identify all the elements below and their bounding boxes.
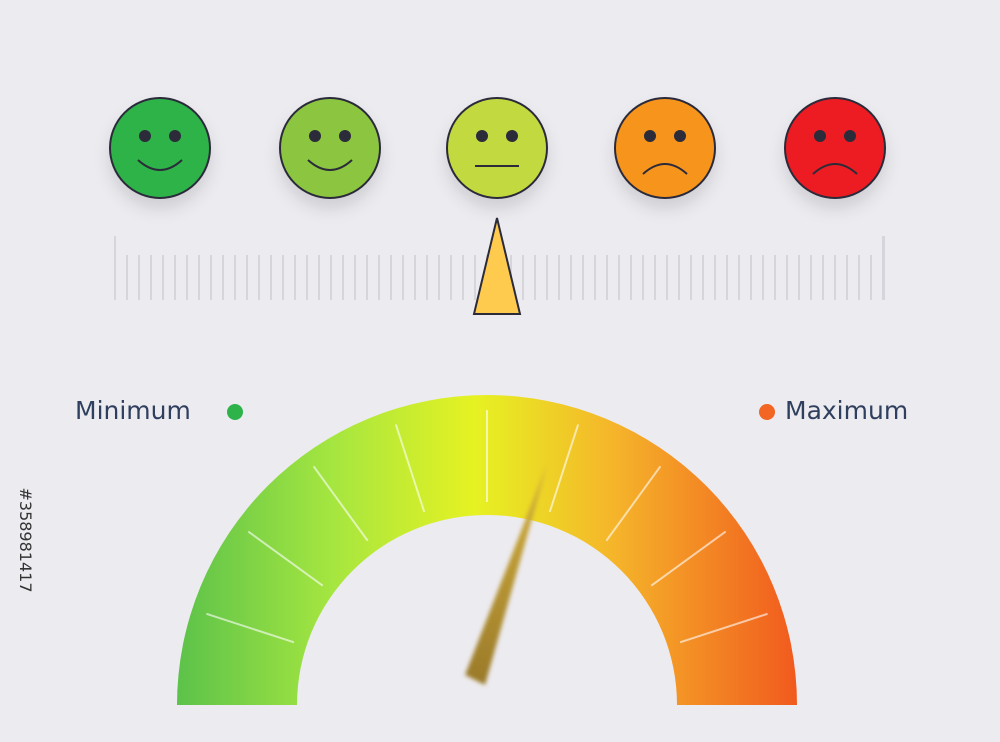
pointer xyxy=(472,217,522,315)
face xyxy=(784,97,886,199)
stock-id: #358981417 xyxy=(16,487,35,592)
eye xyxy=(309,130,321,142)
eye xyxy=(506,130,518,142)
eye xyxy=(844,130,856,142)
gauge-tick xyxy=(312,465,369,542)
eye xyxy=(814,130,826,142)
gauge-ticks xyxy=(206,410,768,644)
mouth xyxy=(137,159,183,171)
face xyxy=(446,97,548,199)
eye xyxy=(644,130,656,142)
gauge-tick xyxy=(394,424,426,513)
gauge-tick xyxy=(206,612,295,644)
mouth xyxy=(307,159,353,171)
gauge-tick xyxy=(650,530,727,587)
maximum-dot xyxy=(759,404,775,420)
gauge-tick xyxy=(679,612,768,644)
face-circle xyxy=(279,97,381,199)
minimum-dot xyxy=(227,404,243,420)
eye xyxy=(674,130,686,142)
eye xyxy=(476,130,488,142)
minimum-label: Minimum xyxy=(75,396,191,425)
mouth xyxy=(812,163,858,175)
eye xyxy=(139,130,151,142)
faces xyxy=(109,97,886,199)
eye xyxy=(339,130,351,142)
needle xyxy=(465,462,548,685)
face xyxy=(614,97,716,199)
face-circle xyxy=(446,97,548,199)
face-circle xyxy=(614,97,716,199)
gauge-tick xyxy=(548,424,580,513)
eye xyxy=(169,130,181,142)
face-circle xyxy=(784,97,886,199)
mouth xyxy=(642,163,688,175)
gauge-arc xyxy=(177,395,797,705)
gauge-tick xyxy=(247,530,324,587)
face xyxy=(279,97,381,199)
gauge-tick xyxy=(605,465,662,542)
maximum-label: Maximum xyxy=(785,396,908,425)
face xyxy=(109,97,211,199)
face-circle xyxy=(109,97,211,199)
